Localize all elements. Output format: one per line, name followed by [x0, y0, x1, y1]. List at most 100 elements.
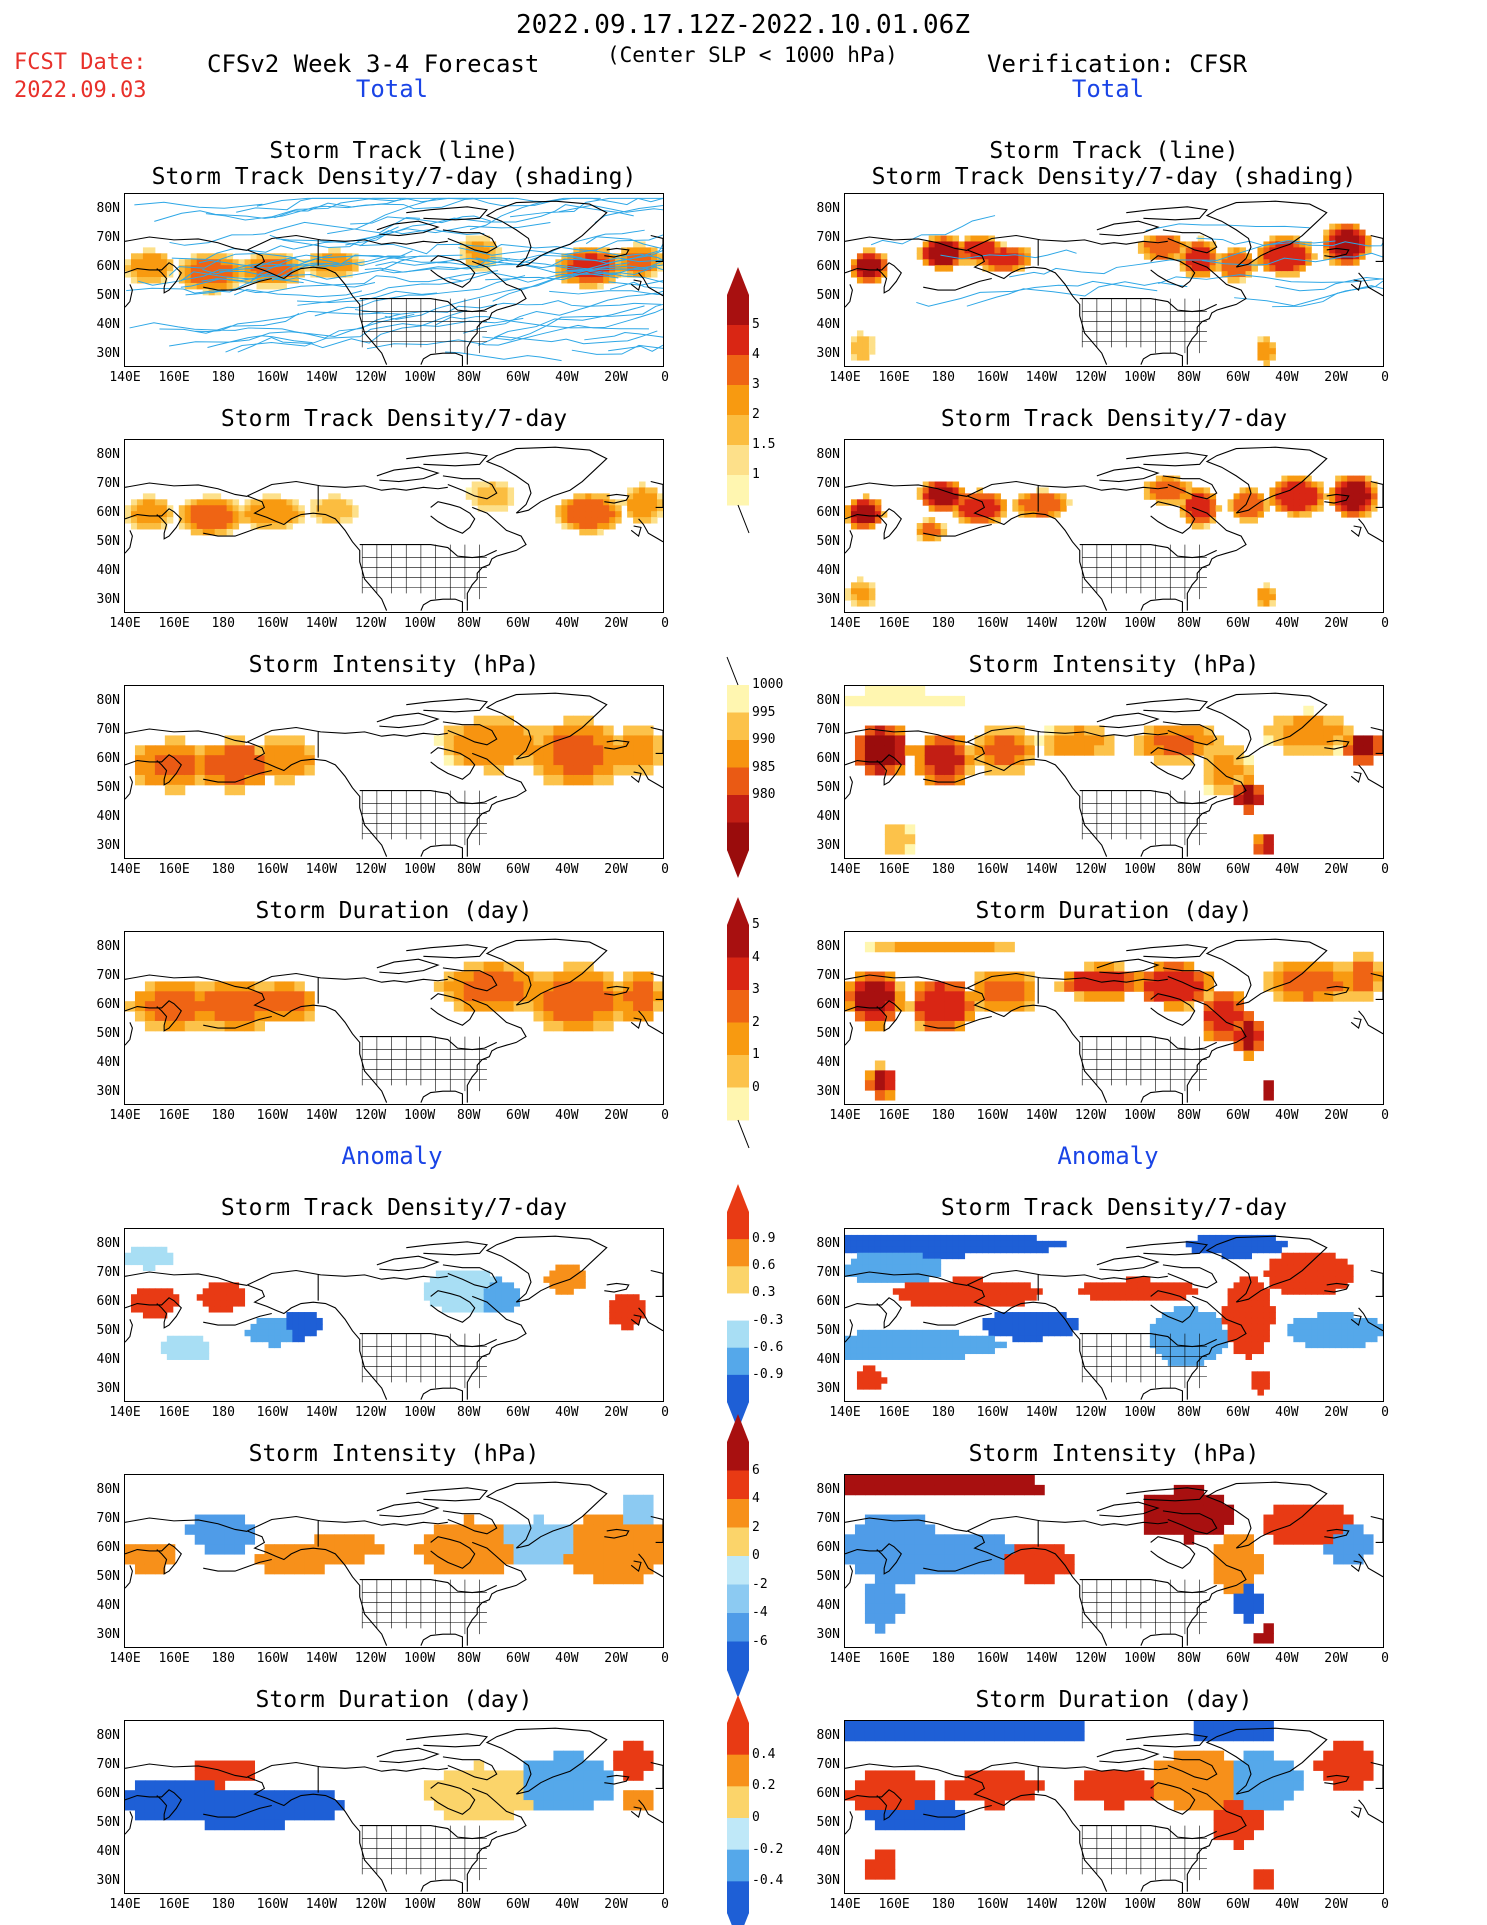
lon-label: 120W — [1074, 370, 1107, 385]
lon-label: 0 — [1381, 1897, 1390, 1912]
panel-title: Storm Track Density/7-day — [940, 1195, 1288, 1221]
lon-label: 40W — [555, 616, 579, 631]
colorbar-swatch — [727, 445, 749, 476]
lat-label: 40N — [96, 316, 120, 332]
lon-label: 160E — [158, 1108, 190, 1123]
lat-label: 60N — [816, 1539, 840, 1555]
lon-label: 120W — [354, 1651, 387, 1666]
lon-label: 0 — [661, 862, 670, 877]
section-anomaly-right: Anomaly — [1057, 1142, 1159, 1170]
map-ob-intensity — [844, 685, 1384, 859]
lon-label: 180 — [211, 616, 235, 631]
lon-label: 140W — [1025, 1651, 1058, 1666]
colorbar-duration — [727, 897, 750, 1149]
lon-label: 100W — [1123, 370, 1156, 385]
lat-label: 40N — [816, 316, 840, 332]
panel-title: Storm Duration (day) — [255, 898, 533, 924]
lon-label: 0 — [1381, 1405, 1390, 1420]
colorbar-swatch — [727, 957, 749, 991]
lon-label: 60W — [1226, 1405, 1250, 1420]
colorbar-intensity_anom — [727, 1414, 749, 1698]
coastlines — [845, 1481, 1383, 1647]
lon-label: 100W — [1123, 616, 1156, 631]
map-fc-density — [124, 439, 664, 613]
lon-label: 140E — [829, 862, 861, 877]
colorbar-extend-top — [727, 897, 749, 925]
lat-label: 70N — [96, 1264, 120, 1280]
lon-label: 40W — [1275, 1405, 1299, 1420]
lon-label: 120W — [354, 1108, 387, 1123]
coastlines — [125, 446, 663, 612]
shaded-field — [845, 1721, 1374, 1890]
colorbar-swatch — [727, 1849, 749, 1882]
lon-label: 120W — [354, 616, 387, 631]
coastlines — [125, 938, 663, 1104]
colorbar-swatch — [727, 1470, 749, 1500]
lat-label: 30N — [816, 1626, 840, 1642]
lat-label: 60N — [96, 258, 120, 274]
map-ob-density-anom — [844, 1228, 1384, 1402]
lon-label: 140W — [305, 1108, 338, 1123]
lon-label: 120W — [1074, 1108, 1107, 1123]
lon-label: 60W — [506, 1651, 530, 1666]
colorbar-density — [727, 267, 750, 534]
lon-label: 140E — [829, 1651, 861, 1666]
lon-label: 100W — [403, 1108, 436, 1123]
lat-label: 40N — [96, 808, 120, 824]
lon-label: 140E — [109, 1108, 141, 1123]
storm-track-lines — [126, 197, 663, 362]
lon-label: 0 — [1381, 1108, 1390, 1123]
colorbar-tick-label: 1000 — [752, 677, 784, 692]
map-canvas — [845, 1475, 1383, 1647]
lon-label: 80W — [456, 862, 481, 877]
state-borders — [1081, 790, 1207, 846]
colorbar-duration_anom — [727, 1695, 749, 1925]
lon-label: 60W — [1226, 1651, 1250, 1666]
lon-label: 20W — [1324, 1897, 1348, 1912]
lat-label: 30N — [816, 345, 840, 361]
state-borders — [1081, 1036, 1207, 1092]
verification-title: Verification: CFSR — [987, 50, 1248, 78]
lat-label: 60N — [96, 1785, 120, 1801]
forecast-title: CFSv2 Week 3-4 Forecast — [207, 50, 540, 78]
colorbar-swatch — [727, 1055, 749, 1088]
state-borders — [361, 298, 487, 354]
lon-label: 20W — [1324, 1405, 1348, 1420]
lon-label: 20W — [1324, 616, 1348, 631]
state-borders — [1081, 1579, 1207, 1635]
lon-label: 20W — [604, 370, 628, 385]
lat-label: 80N — [816, 1481, 840, 1497]
colorbar-swatch — [727, 1584, 749, 1614]
colorbar-tick-label: 4 — [752, 347, 760, 362]
lon-label: 160W — [976, 862, 1008, 877]
colorbar-swatch — [727, 1022, 749, 1056]
lon-label: 160W — [976, 370, 1008, 385]
panel-title: Storm Duration (day) — [975, 898, 1253, 924]
colorbar-extend-top — [727, 1695, 749, 1723]
lon-label: 0 — [661, 1405, 670, 1420]
lat-label: 40N — [96, 1597, 120, 1613]
lat-label: 70N — [816, 721, 840, 737]
lon-label: 80W — [1176, 1897, 1201, 1912]
lat-label: 40N — [96, 562, 120, 578]
lon-label: 80W — [1176, 862, 1201, 877]
criterion: (Center SLP < 1000 hPa) — [607, 43, 898, 67]
colorbar-swatch — [727, 1293, 749, 1322]
lat-label: 70N — [96, 475, 120, 491]
lat-label: 60N — [816, 996, 840, 1012]
colorbar-swatch — [727, 795, 749, 823]
lat-label: 60N — [816, 258, 840, 274]
lat-label: 60N — [96, 996, 120, 1012]
colorbar-tick-label: 0.9 — [752, 1231, 776, 1247]
lon-label: 180 — [211, 1405, 235, 1420]
map-fc-density-anom — [124, 1228, 664, 1402]
colorbar-swatch — [727, 740, 749, 768]
lon-label: 160E — [878, 370, 910, 385]
colorbar-extend-top — [727, 1184, 749, 1212]
lat-label: 30N — [816, 1380, 840, 1396]
lon-label: 160W — [976, 616, 1008, 631]
lat-label: 80N — [816, 1727, 840, 1743]
lon-label: 20W — [1324, 1651, 1348, 1666]
colorbar-extend-top — [727, 1414, 749, 1442]
lat-label: 70N — [96, 229, 120, 245]
